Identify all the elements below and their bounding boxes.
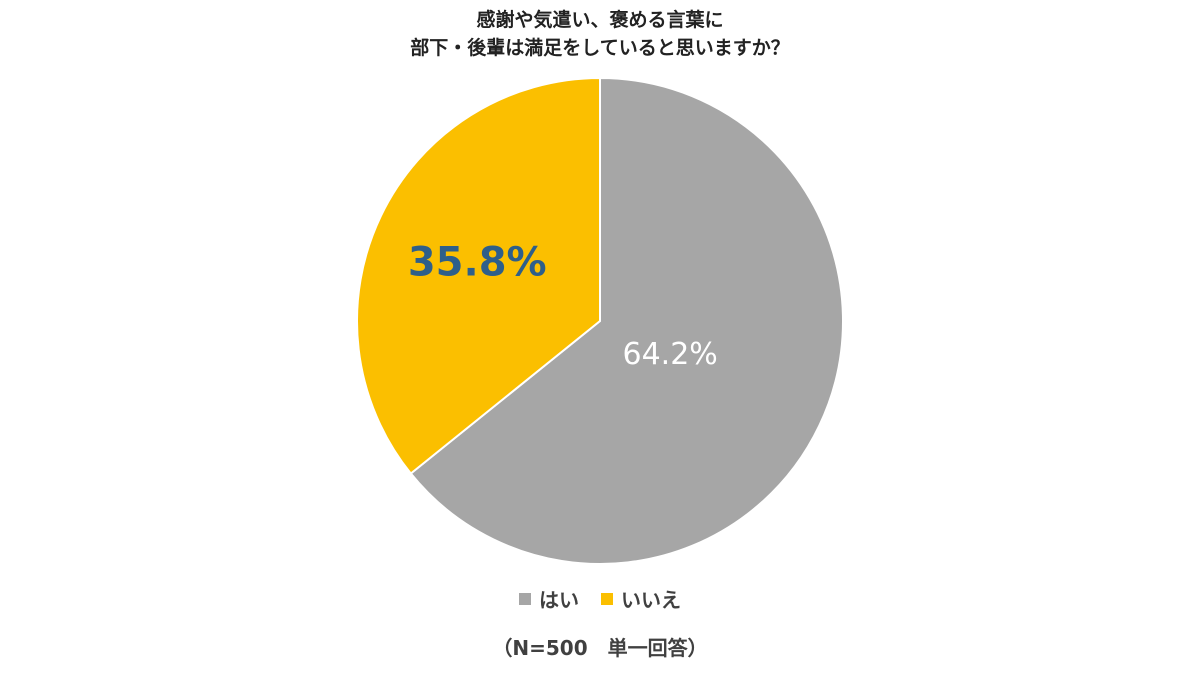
- sample-note: （N=500 単一回答）: [492, 636, 708, 660]
- pie-slice-yes: [409, 76, 844, 565]
- legend-item-yes: はい: [519, 584, 579, 613]
- chart-title-line-1: 感謝や気遣い、褒める言葉に: [476, 9, 724, 31]
- pie-slice-no: [356, 76, 601, 475]
- legend-swatch-yes: [519, 592, 531, 605]
- legend-label-yes: はい: [539, 588, 579, 612]
- pie-label-yes: 64.2%: [622, 337, 717, 372]
- legend-item-no: いいえ: [601, 584, 681, 613]
- chart-title: 感謝や気遣い、褒める言葉に 部下・後輩は満足をしていると思いますか？: [0, 6, 1200, 62]
- legend: はい いいえ: [0, 584, 1200, 613]
- pie-label-no: 35.8%: [408, 239, 547, 285]
- legend-swatch-no: [601, 592, 613, 605]
- legend-label-no: いいえ: [621, 588, 681, 612]
- chart-title-line-2: 部下・後輩は満足をしていると思いますか？: [410, 37, 790, 59]
